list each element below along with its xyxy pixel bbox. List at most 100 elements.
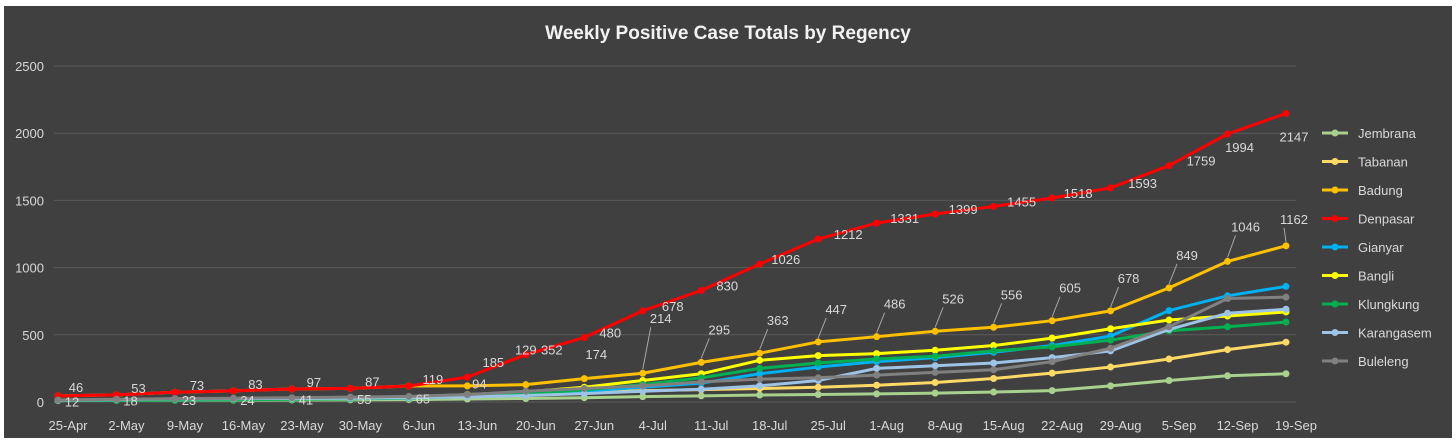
x-axis: 25-Apr 2-May 9-May 16-May 23-May 30-May 6-Jun 1… (48, 418, 1316, 433)
point-klungkung-18 (1107, 336, 1115, 344)
data-label-badung-21: 1162 (1280, 212, 1308, 227)
x-tick-label-18: 29-Aug (1100, 418, 1142, 433)
data-label-denpasar-10: 678 (662, 299, 684, 314)
leader-line-badung-15 (934, 307, 944, 328)
point-jembrana-20 (1224, 372, 1232, 380)
legend-label-tabanan: Tabanan (1358, 155, 1408, 170)
point-badung-12 (756, 349, 764, 357)
data-label-badung-14: 486 (884, 297, 906, 312)
series-line-buleleng (57, 295, 1287, 402)
point-karangasem-15 (931, 362, 939, 370)
data-label-denpasar-13: 1212 (834, 227, 863, 242)
point-badung-7 (463, 382, 471, 390)
series-buleleng (54, 293, 1290, 404)
y-tick-label-1: 500 (22, 328, 44, 343)
point-klungkung-16 (990, 347, 998, 355)
legend-label-badung: Badung (1358, 183, 1403, 198)
x-tick-label-2: 9-May (167, 418, 204, 433)
legend-label-gianyar: Gianyar (1358, 240, 1404, 255)
point-badung-21 (1282, 242, 1290, 250)
point-karangasem-10 (639, 387, 647, 395)
point-jembrana-16 (990, 388, 998, 396)
point-badung-18 (1107, 307, 1115, 315)
point-tabanan-20 (1224, 346, 1232, 354)
point-bangli-19 (1165, 316, 1173, 324)
leader-line-badung-17 (1051, 296, 1061, 317)
data-label-denpasar-16: 1455 (1007, 194, 1036, 209)
point-buleleng-21 (1282, 293, 1290, 301)
leader-line-badung-20 (1227, 235, 1236, 258)
series-line-badung (57, 244, 1287, 398)
data-label-denpasar-8: 352 (541, 343, 563, 358)
point-klungkung-21 (1282, 318, 1290, 326)
legend-marker-bangli (1331, 272, 1339, 279)
legend-label-karangasem: Karangasem (1358, 326, 1432, 341)
data-label-badung-12: 363 (767, 313, 789, 328)
point-karangasem-20 (1224, 309, 1232, 317)
data-label-denpasar-7: 185 (482, 355, 504, 370)
point-buleleng-14 (873, 371, 881, 379)
x-tick-label-10: 4-Jul (639, 418, 667, 433)
data-label-badung-11: 295 (708, 322, 730, 337)
legend-marker-gianyar (1331, 243, 1339, 251)
data-label-badung-20: 1046 (1231, 219, 1260, 234)
point-tabanan-19 (1165, 355, 1173, 363)
x-tick-label-13: 25-Jul (810, 418, 846, 433)
point-klungkung-15 (931, 352, 939, 360)
x-tick-label-7: 13-Jun (457, 418, 497, 433)
data-label-bangli-7: 94 (472, 377, 486, 392)
point-bangli-14 (873, 350, 881, 358)
x-tick-label-0: 25-Apr (48, 418, 88, 433)
legend-label-buleleng: Buleleng (1358, 354, 1409, 369)
point-badung-11 (697, 358, 705, 366)
point-karangasem-14 (873, 364, 881, 372)
point-bangli-12 (756, 356, 764, 364)
data-label-karangasem-6: 65 (416, 392, 430, 407)
x-tick-label-12: 18-Jul (752, 418, 788, 433)
point-denpasar-4 (288, 385, 296, 393)
series-lines (54, 109, 1290, 405)
point-gianyar-12 (756, 370, 764, 378)
point-badung-16 (990, 323, 998, 331)
y-axis: 0 500 1000 1500 2000 2500 (15, 59, 44, 410)
data-label-denpasar-11: 830 (716, 278, 738, 293)
point-denpasar-2 (171, 388, 179, 396)
data-label-denpasar-17: 1518 (1064, 186, 1093, 201)
point-buleleng-10 (639, 382, 647, 390)
point-buleleng-16 (990, 366, 998, 374)
series-denpasar (54, 109, 1290, 400)
legend-marker-denpasar (1331, 215, 1339, 222)
leader-line-badung-18 (1110, 286, 1120, 308)
point-buleleng-12 (756, 375, 764, 383)
data-label-karangasem-3: 24 (240, 393, 254, 408)
x-tick-label-15: 8-Aug (928, 418, 963, 433)
legend-item-buleleng: Buleleng (1322, 354, 1409, 369)
point-buleleng-13 (814, 374, 822, 382)
data-label-badung-18: 678 (1118, 271, 1140, 286)
point-denpasar-13 (814, 235, 822, 243)
data-label-denpasar-0: 46 (69, 380, 83, 395)
data-label-karangasem-4: 41 (299, 393, 313, 408)
leader-line-badung-14 (876, 312, 886, 333)
line-chart: Weekly Positive Case Totals by Regency 0… (15, 23, 1432, 433)
point-karangasem-9 (580, 390, 588, 398)
data-label-karangasem-2: 23 (182, 393, 196, 408)
data-label-badung-15: 526 (942, 291, 964, 306)
y-tick-label-0: 0 (37, 395, 44, 410)
point-jembrana-21 (1282, 370, 1290, 378)
point-jembrana-11 (697, 392, 705, 400)
point-klungkung-17 (1048, 343, 1056, 351)
point-badung-15 (931, 327, 939, 335)
point-buleleng-6 (405, 392, 413, 400)
point-denpasar-18 (1107, 184, 1115, 192)
point-buleleng-1 (112, 395, 120, 403)
point-jembrana-10 (639, 393, 647, 401)
series-line-denpasar (57, 112, 1287, 398)
point-buleleng-20 (1224, 295, 1232, 303)
x-tick-label-16: 15-Aug (983, 418, 1025, 433)
leader-line-badung-16 (993, 303, 1003, 324)
legend-item-denpasar: Denpasar (1322, 212, 1415, 227)
point-denpasar-20 (1224, 130, 1232, 138)
point-tabanan-17 (1048, 369, 1056, 377)
point-tabanan-14 (873, 381, 881, 389)
